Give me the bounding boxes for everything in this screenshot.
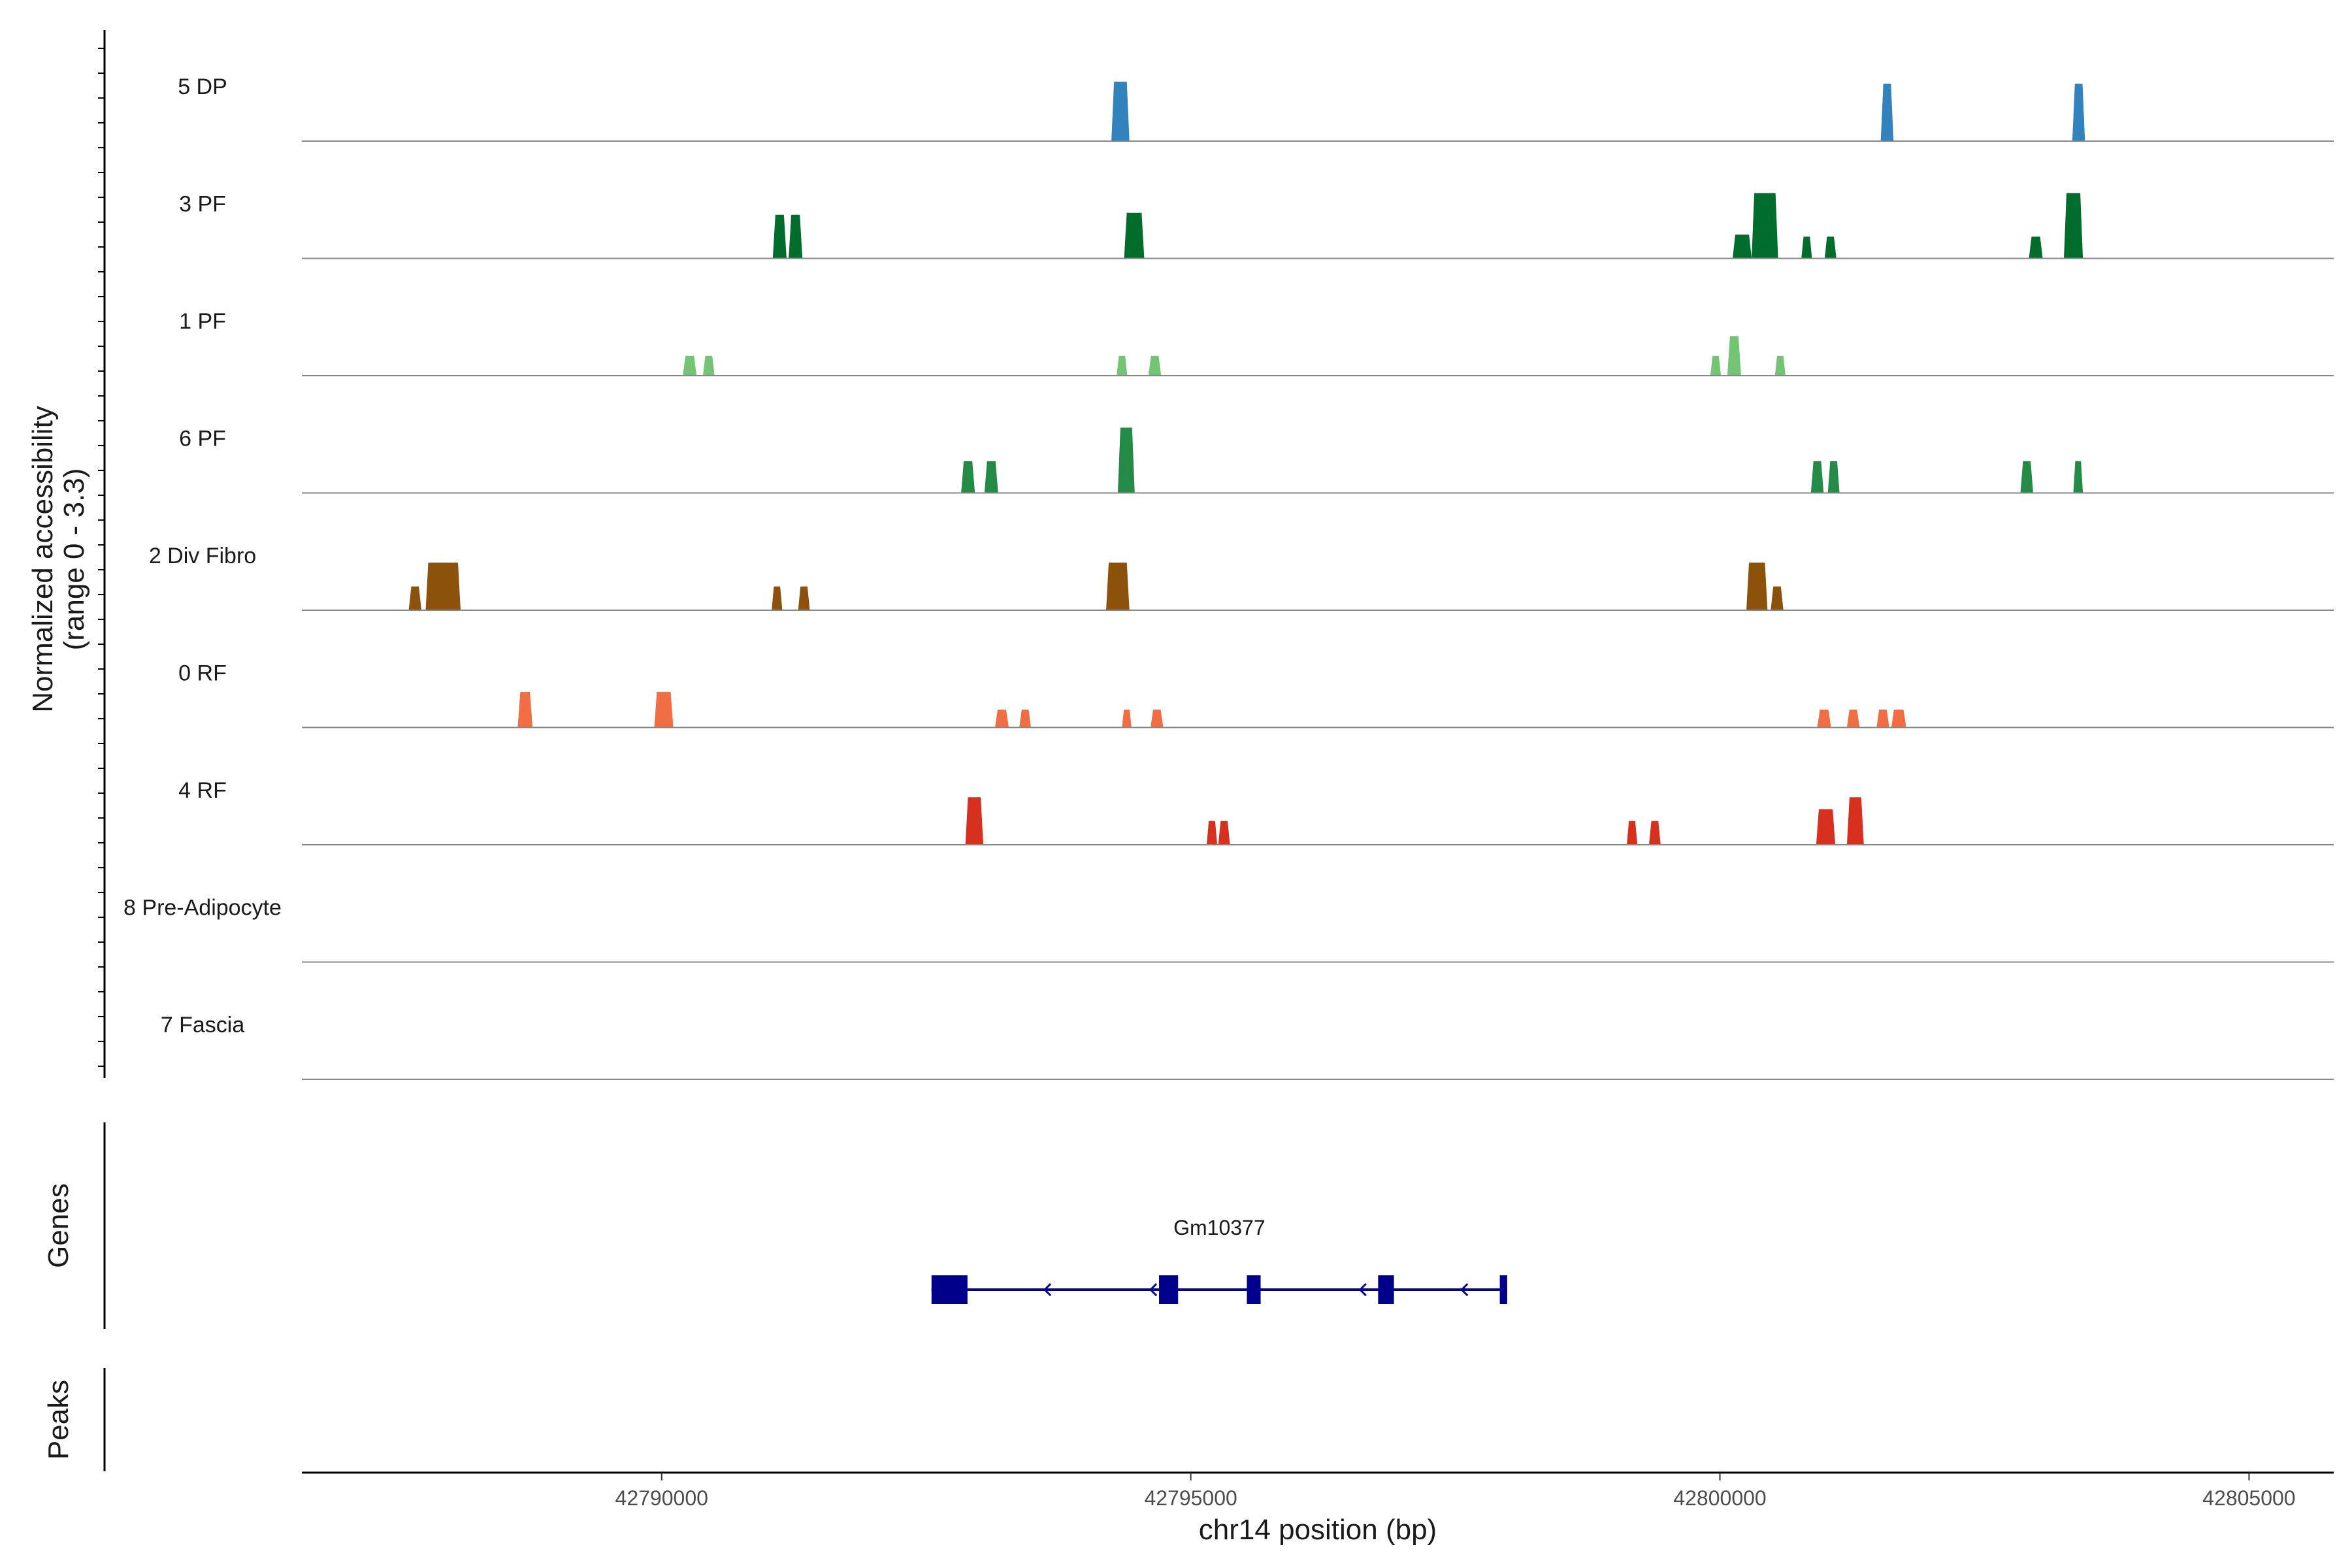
coverage-peak [2073,461,2083,493]
coverage-peak [961,461,975,493]
coverage-peak [408,586,421,610]
coverage-peak [984,461,998,493]
coverage-peak [772,586,783,610]
track-label: 0 RF [178,661,227,686]
coverage-peak [1827,461,1840,493]
coverage-peak [1148,355,1162,376]
x-tick-label: 42795000 [1144,1486,1237,1510]
gene-exon [1159,1275,1179,1304]
coverage-peak [1810,461,1824,493]
coverage-peak [683,355,697,376]
track-5: 2 Div Fibro [149,544,2334,611]
strand-arrow [1149,1282,1158,1297]
gene-label: Gm10377 [1173,1216,1266,1239]
coverage-tracks: 5 DP 3 PF 1 PF 6 PF 2 Div Fibro 0 RF 4 RF 8 Pre… [123,74,2334,1080]
x-tick-label: 42800000 [1673,1486,1766,1510]
track-label: 3 PF [179,192,226,217]
coverage-peak [2064,193,2083,259]
track-label: 8 Pre-Adipocyte [123,896,282,921]
gene-exon [931,1275,968,1304]
coverage-peak [1746,563,1768,610]
x-axis-title: chr14 position (bp) [1199,1514,1437,1546]
coverage-peak [1891,710,1906,728]
coverage-peak [995,710,1009,728]
x-axis-ticks: 42790000 42795000 42800000 42805000 [615,1473,2296,1510]
strand-arrow [1358,1282,1367,1297]
track-2: 3 PF [179,192,2334,259]
coverage-peak [1124,212,1145,259]
coverage-peak [1151,710,1164,728]
genes-panel-title: Genes [42,1183,74,1268]
strand-arrow [1460,1282,1469,1297]
coverage-peak [2029,237,2043,259]
coverage-peak [1880,84,1894,141]
track-3: 1 PF [179,309,2334,376]
track-label: 7 Fascia [161,1013,245,1037]
track-1: 5 DP [178,74,2334,142]
coverage-peak [1774,355,1786,376]
coverage-peak [1218,821,1230,845]
coverage-peak [1206,821,1218,845]
coverage-peak [1106,563,1130,610]
coverage-peak [1710,355,1722,376]
coverage-peak [1019,710,1031,728]
coverage-peak [798,586,810,610]
track-label: 1 PF [179,309,226,334]
gene-exon [1247,1275,1261,1304]
coverage-peak [517,692,533,728]
track-label: 4 RF [178,778,227,803]
gene-track: Gm10377 [931,1216,1507,1304]
coverage-y-title-line1: Normalized accessibility [27,406,59,712]
strand-arrow [1043,1282,1052,1297]
coverage-peak [1846,797,1864,845]
coverage-peak [789,214,803,259]
track-4: 6 PF [179,427,2334,494]
coverage-y-title-line2: (range 0 - 3.3) [58,468,90,651]
coverage-peak [654,692,674,728]
coverage-peak [425,563,461,610]
coverage-peak [1752,193,1778,259]
coverage-peak [1846,710,1860,728]
x-tick-label: 42805000 [2202,1486,2295,1510]
track-label: 6 PF [179,427,226,451]
coverage-peak [1816,809,1836,845]
coverage-peak [1824,237,1837,259]
coverage-peak [1817,710,1831,728]
x-tick-label: 42790000 [615,1486,708,1510]
gene-exon [1378,1275,1394,1304]
gene-exon [1499,1275,1507,1304]
coverage-peak [1876,710,1889,728]
track-label: 5 DP [178,74,227,99]
coverage-y-ticks [98,48,105,1067]
track-6: 0 RF [178,661,2334,728]
coverage-peak [1727,336,1741,376]
coverage-peak [1649,821,1661,845]
coverage-peak [772,214,787,259]
coverage-peak [1771,586,1784,610]
coverage-peak [702,355,715,376]
track-9: 7 Fascia [161,1013,2334,1080]
track-label: 2 Div Fibro [149,544,256,568]
coverage-peak [1122,710,1132,728]
peaks-panel-title: Peaks [42,1380,74,1460]
coverage-peak [1627,821,1638,845]
coverage-peak [1801,237,1812,259]
coverage-peak [1117,355,1128,376]
coverage-peak [2072,84,2085,141]
track-7: 4 RF [178,778,2334,845]
track-8: 8 Pre-Adipocyte [123,896,2334,963]
coverage-peak [2020,461,2033,493]
coverage-peak [965,797,984,845]
coverage-peak [1111,82,1130,141]
coverage-peak [1117,427,1135,493]
coverage-peak [1733,235,1752,259]
